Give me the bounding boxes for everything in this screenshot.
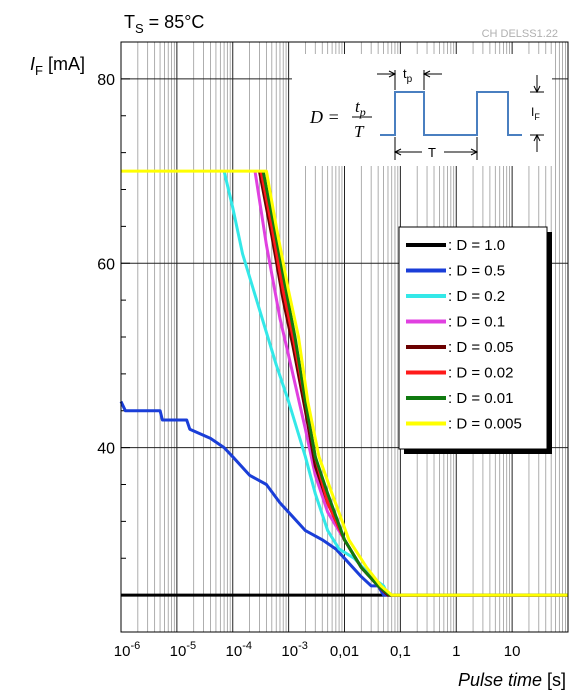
series-line-1 xyxy=(119,400,568,597)
series-line-7 xyxy=(121,169,568,597)
x-tick-label: 1 xyxy=(452,643,460,660)
pulse-waveform xyxy=(380,91,522,136)
inset-formula-lhs: D = xyxy=(309,107,340,127)
x-tick-label: 10-4 xyxy=(226,640,252,660)
x-tick-label: 10-3 xyxy=(281,640,307,660)
inset-tp-label: tp xyxy=(403,66,413,85)
x-tick-label: 0,1 xyxy=(390,643,411,660)
legend-label-7: : D = 0.005 xyxy=(448,416,522,433)
x-tick-label: 10-5 xyxy=(170,640,196,660)
legend-box xyxy=(398,226,548,450)
legend-label-6: : D = 0.01 xyxy=(448,390,513,407)
legend-label-5: : D = 0.02 xyxy=(448,365,513,382)
inset-formula-numerator: tp xyxy=(355,97,366,119)
y-tick-label: 80 xyxy=(97,72,115,89)
chart-title: TS = 85°C xyxy=(124,12,204,36)
x-axis-label: Pulse time [s] xyxy=(458,670,566,690)
inset-T-label: T xyxy=(428,145,436,160)
duty-cycle-inset: D = tp T tp T IF xyxy=(292,54,552,166)
series-group xyxy=(119,169,568,597)
inset-IF-label: IF xyxy=(531,105,540,122)
inset-formula-denominator: T xyxy=(354,122,365,141)
series-line-6 xyxy=(261,170,568,597)
legend-label-0: : D = 1.0 xyxy=(448,237,505,254)
plot-frame xyxy=(120,41,569,633)
x-tick-label: 0,01 xyxy=(330,643,359,660)
y-tick-label: 60 xyxy=(97,256,115,273)
chart-code: CH DELSS1.22 xyxy=(482,28,558,40)
legend-label-4: : D = 0.05 xyxy=(448,339,513,356)
y-axis-label: IF [mA] xyxy=(30,54,85,78)
x-tick-label: 10-6 xyxy=(114,640,140,660)
legend: : D = 1.0 : D = 0.5 : D = 0.2 : D = 0.1 : D … xyxy=(398,226,552,454)
x-tick-labels: 10-6 10-5 10-4 10-3 0,01 0,1 1 10 xyxy=(114,640,521,660)
y-tick-label: 40 xyxy=(97,441,115,458)
legend-label-2: : D = 0.2 xyxy=(448,288,505,305)
x-tick-label: 10 xyxy=(504,643,521,660)
legend-label-3: : D = 0.1 xyxy=(448,314,505,331)
y-tick-labels: 40 60 80 xyxy=(97,72,115,458)
legend-label-1: : D = 0.5 xyxy=(448,263,505,280)
